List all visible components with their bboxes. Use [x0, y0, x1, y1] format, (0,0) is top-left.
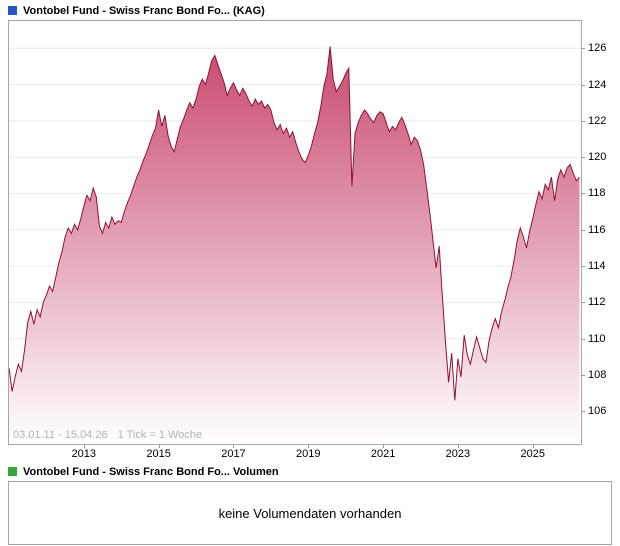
price-chart: 03.01.11 - 15.04.26 1 Tick = 1 Woche 126 1… — [8, 20, 612, 461]
y-axis-label: 116 — [588, 223, 606, 236]
y-axis-label: 124 — [588, 78, 607, 91]
x-axis-tick — [233, 445, 235, 448]
y-axis-label: 106 — [588, 405, 607, 418]
x-axis-label: 2019 — [296, 448, 321, 460]
x-axis: 2013 2015 2017 2019 2021 2023 2025 — [9, 445, 582, 461]
price-series-marker-icon — [8, 6, 17, 15]
y-axis-label: 122 — [588, 114, 607, 127]
price-legend-row: Vontobel Fund - Swiss Franc Bond Fo... (… — [8, 3, 612, 18]
x-axis-label: 2017 — [221, 448, 246, 460]
chart-range-label: 03.01.11 - 15.04.26 1 Tick = 1 Woche — [13, 429, 202, 441]
price-chart-canvas — [9, 21, 581, 444]
x-axis-tick — [457, 445, 459, 448]
y-axis-label: 108 — [588, 369, 607, 381]
y-axis-label: 112 — [588, 296, 606, 309]
volume-empty-message: keine Volumendaten vorhanden — [218, 505, 402, 521]
y-axis-tick — [582, 266, 585, 268]
price-chart-title: Vontobel Fund - Swiss Franc Bond Fo... (… — [23, 4, 265, 17]
volume-chart-title: Vontobel Fund - Swiss Franc Bond Fo... V… — [23, 465, 279, 478]
y-axis-tick — [582, 193, 585, 195]
x-axis-tick — [308, 445, 310, 448]
x-axis-tick — [383, 445, 385, 448]
volume-series-marker-icon — [8, 467, 17, 476]
x-axis-label: 2015 — [146, 448, 171, 460]
y-axis-label: 118 — [588, 187, 606, 200]
price-plot-area: 03.01.11 - 15.04.26 1 Tick = 1 Woche — [8, 20, 582, 445]
volume-panel: keine Volumendaten vorhanden — [8, 481, 612, 545]
y-axis-tick — [582, 120, 585, 122]
x-axis-label: 2023 — [445, 448, 471, 460]
y-axis-tick — [582, 302, 585, 304]
x-axis-label: 2025 — [520, 448, 545, 460]
date-range-text: 03.01.11 - 15.04.26 — [13, 429, 108, 441]
volume-legend-row: Vontobel Fund - Swiss Franc Bond Fo... V… — [8, 464, 612, 479]
x-axis-label: 2013 — [71, 448, 97, 460]
y-axis-label: 110 — [588, 332, 606, 345]
y-axis-tick — [582, 84, 585, 86]
y-axis-tick — [582, 229, 585, 231]
y-axis-tick — [582, 48, 585, 50]
y-axis-label: 114 — [588, 260, 606, 273]
x-axis-tick — [532, 445, 534, 448]
y-axis-tick — [582, 157, 585, 159]
y-axis-label: 126 — [588, 42, 607, 55]
x-axis-tick — [158, 445, 160, 448]
y-axis-tick — [582, 338, 585, 340]
y-axis-tick — [582, 411, 585, 413]
x-axis-label: 2021 — [370, 448, 396, 460]
y-axis-label: 120 — [588, 151, 607, 164]
y-axis-tick — [582, 375, 585, 376]
x-axis-tick — [83, 445, 85, 448]
tick-interval-text: 1 Tick = 1 Woche — [117, 429, 203, 441]
y-axis: 126 124 122 120 118 116 114 112 110 108 106 — [582, 21, 612, 446]
